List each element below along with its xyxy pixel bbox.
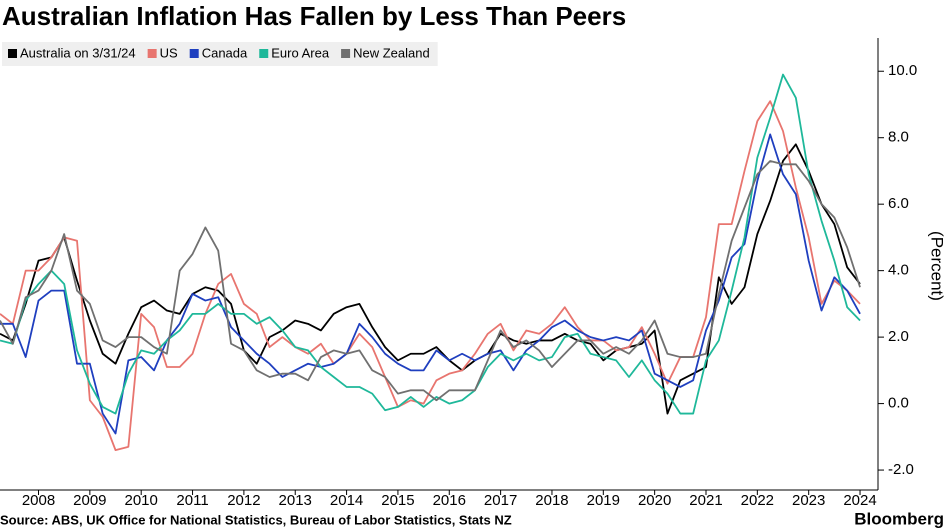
x-tick-label: 2024	[843, 492, 876, 509]
legend-label: Australia on 3/31/24	[20, 45, 136, 60]
x-tick-label: 2018	[535, 492, 568, 509]
legend: Australia on 3/31/24 US Canada Euro Area New…	[2, 42, 438, 66]
series-line	[0, 100, 861, 452]
x-tick-label: 2015	[381, 492, 414, 509]
y-tick-label: 6.0	[888, 195, 909, 212]
series-line	[0, 73, 861, 415]
x-tick-label: 2021	[689, 492, 722, 509]
y-tick-label: -2.0	[888, 461, 914, 478]
x-tick-label: 2012	[227, 492, 260, 509]
legend-label: Canada	[202, 45, 248, 60]
y-tick-label: 8.0	[888, 129, 909, 146]
legend-swatch	[259, 49, 269, 58]
x-tick-label: 2022	[741, 492, 774, 509]
y-tick-label: 10.0	[888, 62, 917, 79]
chart-title: Australian Inflation Has Fallen by Less …	[2, 1, 626, 31]
legend-label: New Zealand	[353, 45, 430, 60]
x-tick-label: 2019	[587, 492, 620, 509]
x-tick-label: 2008	[22, 492, 55, 509]
x-tick-label: 2023	[792, 492, 825, 509]
legend-label: US	[160, 45, 178, 60]
y-tick-label: 0.0	[888, 395, 909, 412]
y-tick-label: 2.0	[888, 328, 909, 345]
y-tick-label: 4.0	[888, 262, 909, 279]
x-tick-label: 2013	[279, 492, 312, 509]
series-line	[0, 160, 861, 402]
x-tick-label: 2011	[176, 492, 208, 509]
y-axis-label: (Percent)	[928, 231, 947, 301]
legend-label: Euro Area	[271, 45, 330, 60]
x-tick-label: 2020	[638, 492, 671, 509]
legend-swatch	[8, 49, 17, 58]
x-tick-label: 2017	[484, 492, 517, 509]
x-tick-label: 2016	[433, 492, 466, 509]
series-line	[0, 133, 861, 435]
x-tick-label: 2009	[73, 492, 106, 509]
x-tick-label: 2010	[125, 492, 158, 509]
legend-swatch	[147, 49, 157, 58]
logo: Bloomberg	[854, 509, 944, 528]
series-line	[0, 143, 861, 415]
legend-background	[2, 42, 438, 66]
legend-swatch	[189, 49, 199, 58]
x-tick-label: 2014	[330, 492, 363, 509]
source: Source: ABS, UK Office for National Stat…	[0, 512, 512, 527]
legend-swatch	[341, 49, 351, 58]
